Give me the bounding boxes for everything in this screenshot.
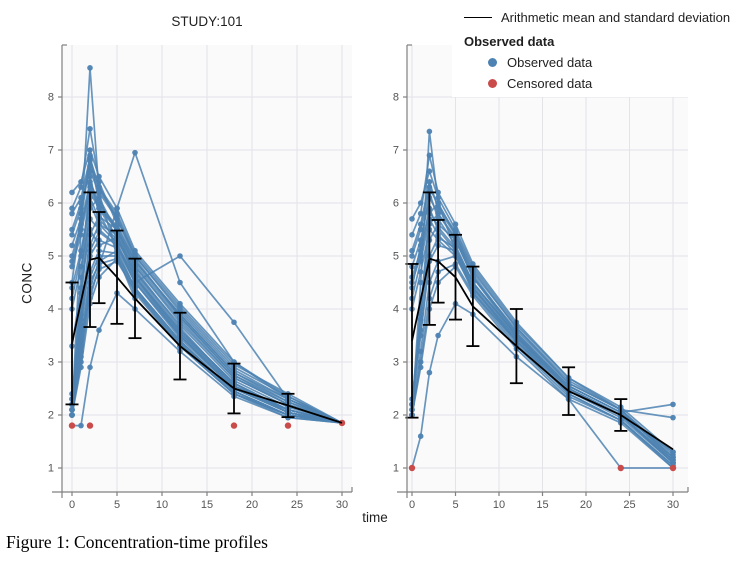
mean-line-sample-icon: [464, 17, 492, 18]
svg-text:8: 8: [393, 92, 399, 104]
svg-text:4: 4: [393, 304, 399, 316]
censored-dot-icon: [488, 79, 497, 88]
svg-text:1: 1: [48, 463, 54, 475]
svg-text:1: 1: [393, 463, 399, 475]
svg-text:2: 2: [48, 410, 54, 422]
svg-text:0: 0: [409, 499, 415, 511]
svg-text:10: 10: [156, 499, 168, 511]
svg-text:20: 20: [580, 499, 592, 511]
concentration-time-chart: 1 2 3 4 5 6 7 8 0 5 10 15 20 25 30 1 2 3 4 5 6 7 8 0 5 10 15 20 25 30: [48, 44, 689, 511]
svg-text:15: 15: [536, 499, 548, 511]
figure-caption: Figure 1: Concentration-time profiles: [6, 532, 268, 552]
y-axis-label: CONC: [19, 262, 35, 304]
svg-text:30: 30: [667, 499, 679, 511]
panel-right: 1 2 3 4 5 6 7 8 0 5 10 15 20 25 30: [393, 44, 689, 511]
svg-text:2: 2: [393, 410, 399, 422]
chart-legend: Arithmetic mean and standard deviation O…: [452, 0, 744, 97]
svg-text:6: 6: [48, 198, 54, 210]
svg-text:3: 3: [48, 357, 54, 369]
legend-mean-row: Arithmetic mean and standard deviation: [464, 10, 744, 25]
svg-text:5: 5: [48, 251, 54, 263]
svg-text:4: 4: [48, 304, 54, 316]
observed-dot-icon: [488, 58, 497, 67]
panel-title: STUDY:101: [171, 14, 243, 29]
panel-left: 1 2 3 4 5 6 7 8 0 5 10 15 20 25 30: [48, 44, 353, 511]
svg-text:15: 15: [201, 499, 213, 511]
legend-mean-label: Arithmetic mean and standard deviation: [501, 10, 731, 25]
svg-text:8: 8: [48, 92, 54, 104]
legend-group-title: Observed data: [464, 34, 555, 49]
svg-text:20: 20: [246, 499, 258, 511]
svg-text:7: 7: [393, 145, 399, 157]
svg-text:7: 7: [48, 145, 54, 157]
svg-text:3: 3: [393, 357, 399, 369]
svg-text:25: 25: [291, 499, 303, 511]
legend-censored-label: Censored data: [507, 76, 593, 91]
svg-text:25: 25: [623, 499, 635, 511]
svg-text:5: 5: [114, 499, 120, 511]
svg-text:10: 10: [493, 499, 505, 511]
svg-text:30: 30: [336, 499, 348, 511]
legend-item-observed: Observed data: [464, 55, 744, 70]
svg-text:0: 0: [69, 499, 75, 511]
svg-text:5: 5: [452, 499, 458, 511]
legend-observed-label: Observed data: [507, 55, 593, 70]
x-axis-label: time: [362, 510, 388, 525]
svg-text:5: 5: [393, 251, 399, 263]
svg-text:6: 6: [393, 198, 399, 210]
legend-item-censored: Censored data: [464, 76, 744, 91]
